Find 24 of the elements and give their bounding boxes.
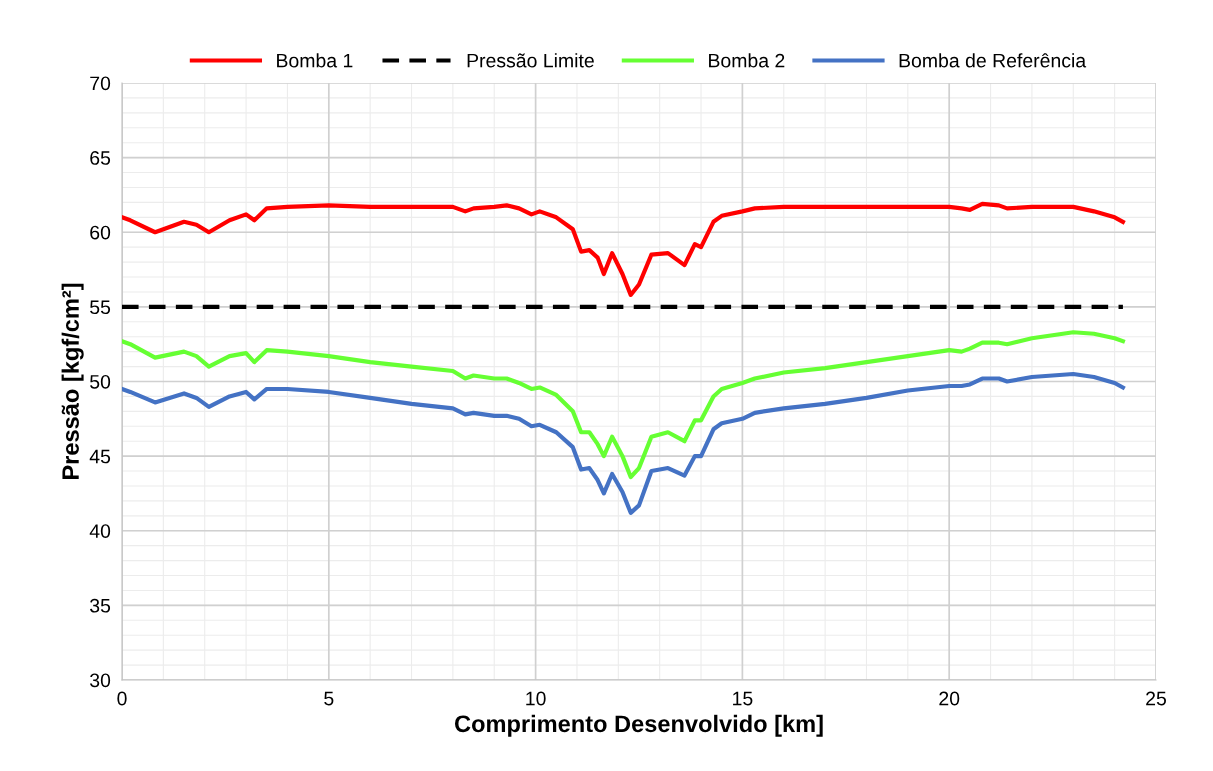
legend-label: Bomba de Referência — [899, 53, 1087, 68]
x-tick-label: 10 — [526, 691, 546, 706]
x-tick-label: 5 — [324, 691, 334, 706]
line-series — [122, 201, 1125, 298]
y-tick-label: 50 — [90, 374, 111, 389]
x-axis-title: Comprimento Desenvolvido [km] — [455, 714, 823, 737]
x-tick-label: 0 — [117, 691, 127, 706]
legend-label: Bomba 2 — [709, 53, 785, 68]
y-tick-label: 35 — [90, 598, 111, 613]
y-tick-label: 65 — [90, 151, 111, 165]
y-tick-label: 30 — [90, 673, 111, 688]
y-axis-title: Pressão [kgf/cm²] — [61, 283, 84, 479]
x-tick-label: 15 — [733, 691, 753, 706]
y-tick-label: 55 — [90, 300, 111, 315]
y-tick-label: 45 — [89, 449, 111, 464]
y-tick-label: 60 — [90, 225, 111, 240]
legend-label: Bomba 1 — [277, 53, 353, 68]
line-series — [122, 330, 1125, 480]
legend-label: Pressão Limite — [467, 53, 594, 68]
line-series — [122, 371, 1125, 515]
y-tick-label: 70 — [90, 76, 111, 91]
x-tick-label: 25 — [1146, 691, 1166, 706]
x-tick-label: 20 — [939, 691, 960, 706]
y-tick-label: 40 — [89, 524, 111, 538]
